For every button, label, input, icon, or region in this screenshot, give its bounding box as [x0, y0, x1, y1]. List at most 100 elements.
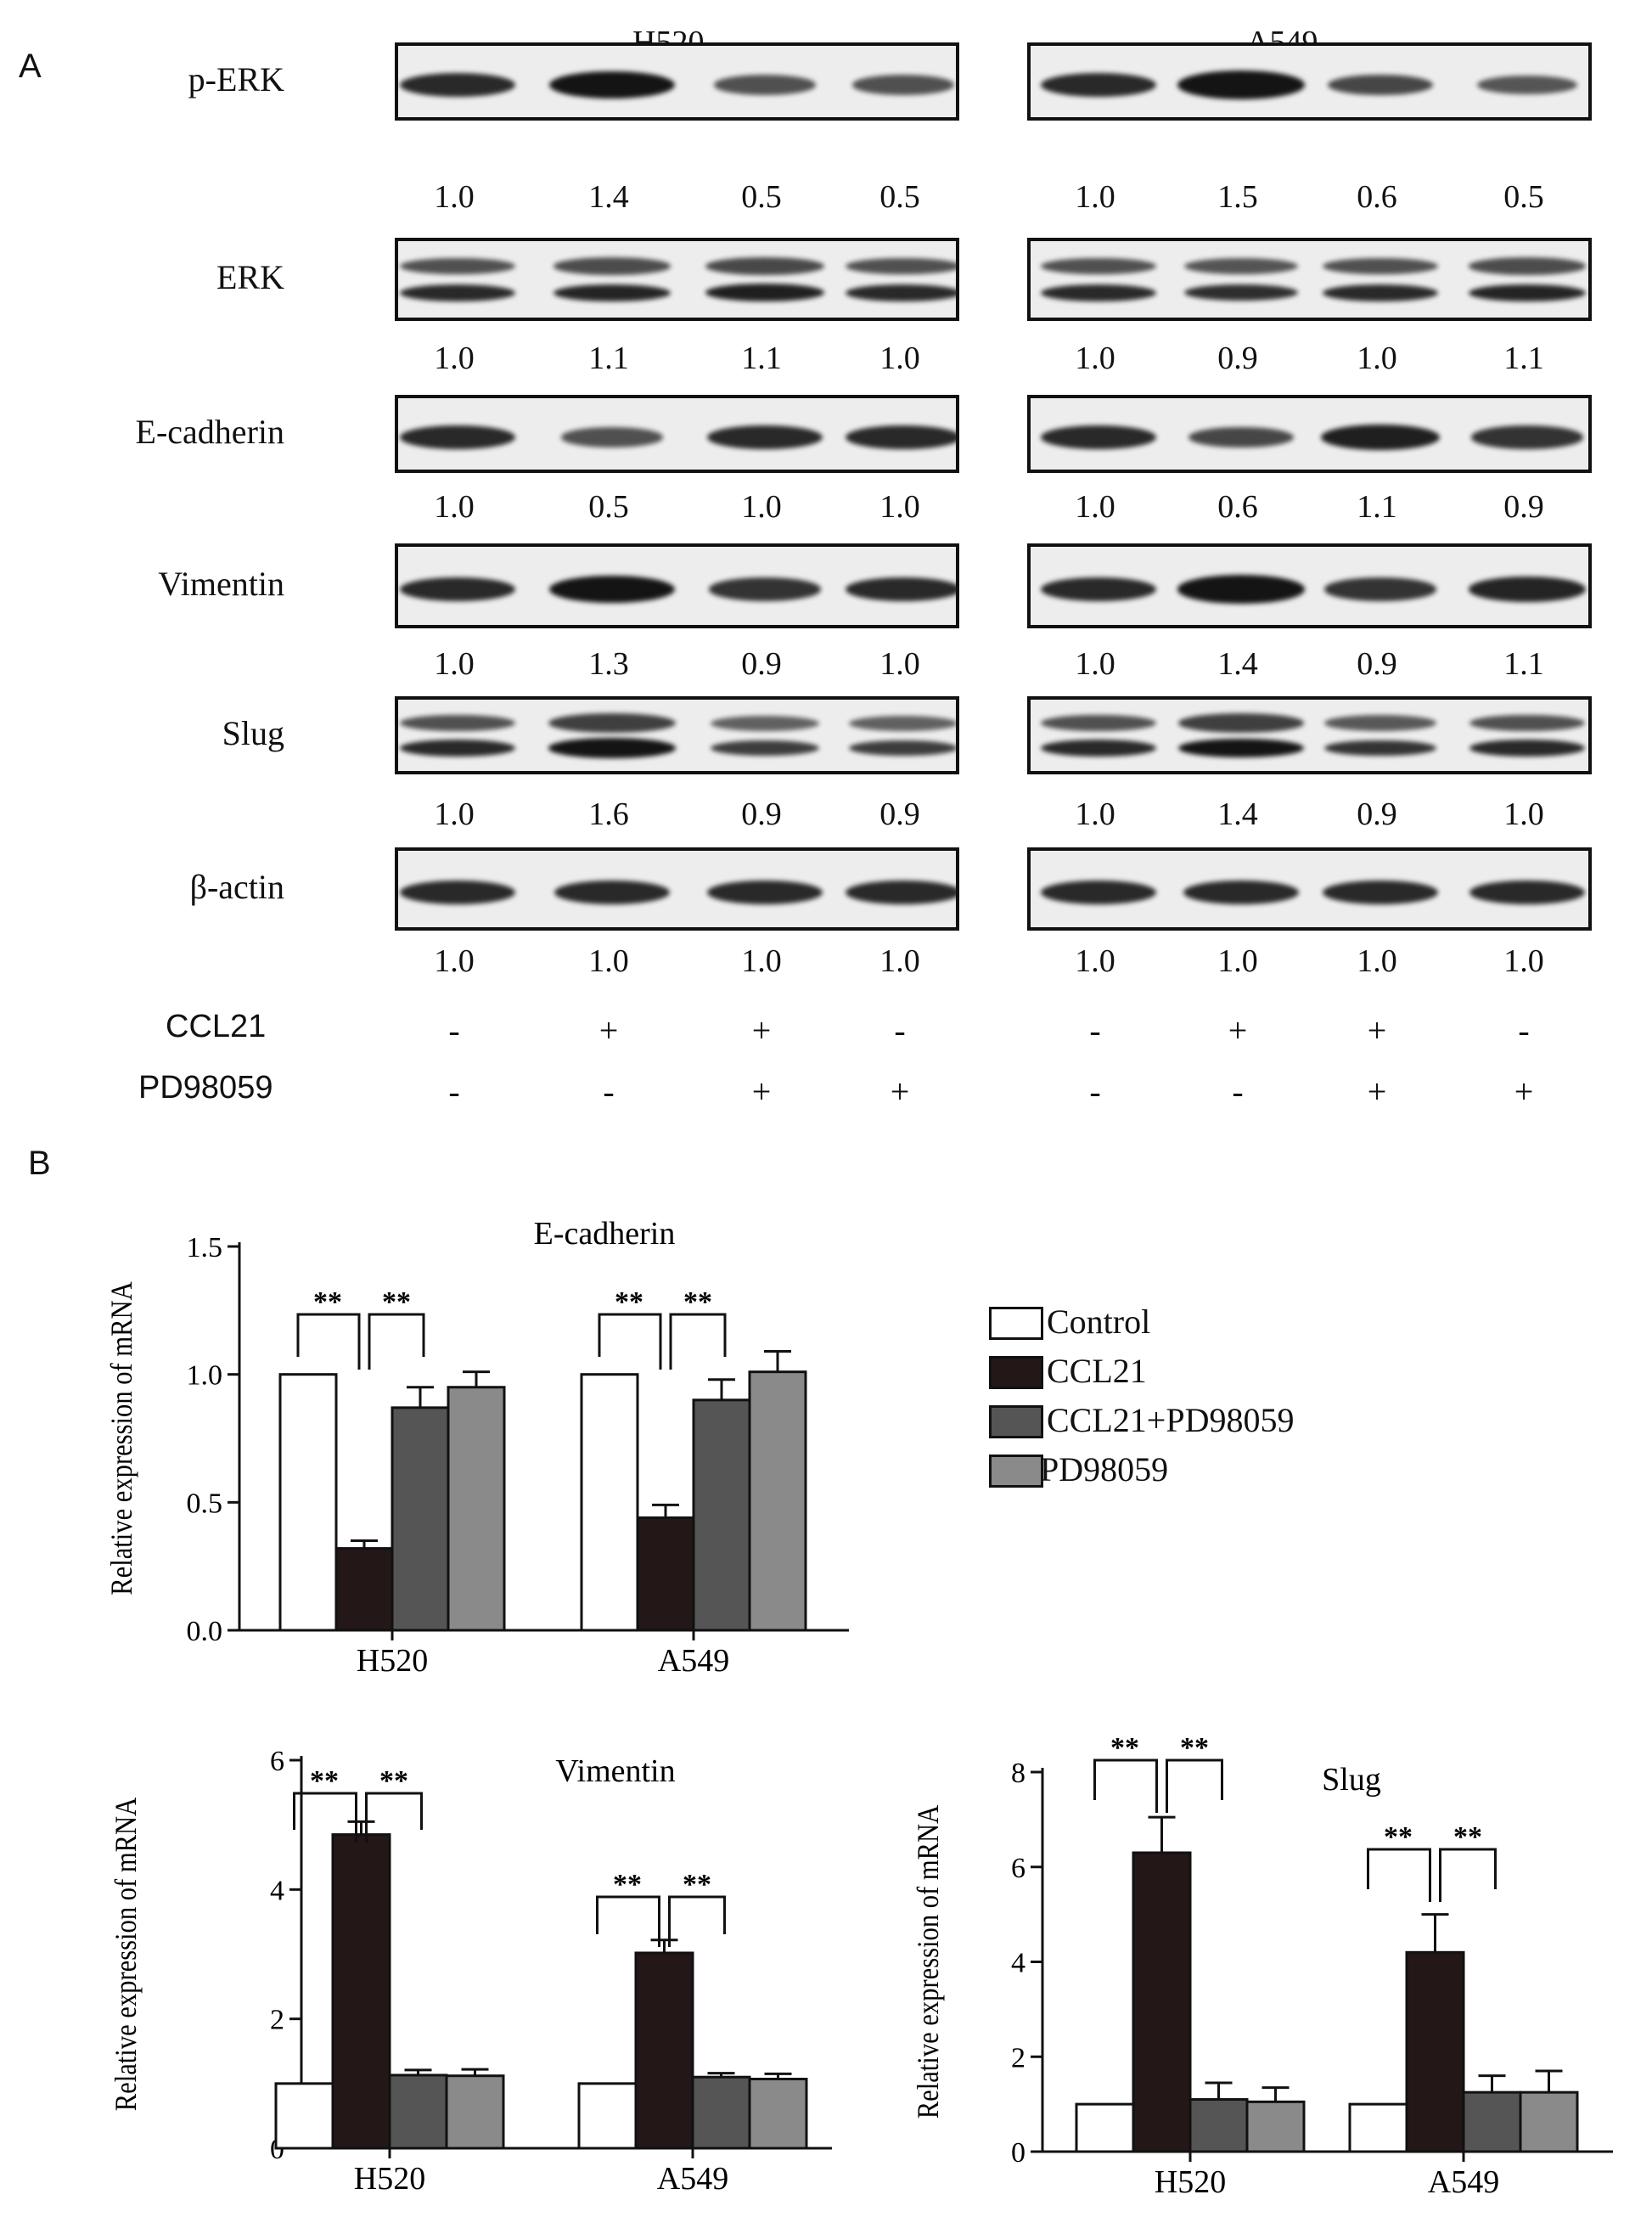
densitometry-value: 0.9: [879, 796, 920, 832]
legend-swatch-ccl21: [989, 1356, 1043, 1389]
protein-band: [1468, 284, 1587, 301]
y-axis-label: Relative expression of mRNA: [110, 1798, 143, 2111]
blot-strip-a549: [1027, 847, 1592, 931]
significance-bracket: [1093, 1758, 1158, 1813]
protein-band: [848, 740, 956, 757]
chart-legend: Control CCL21 CCL21+PD98059 PD98059: [989, 1303, 1464, 1507]
protein-band: [845, 425, 956, 450]
densitometry-value: 0.6: [1357, 179, 1397, 215]
protein-band: [708, 577, 822, 601]
bar-pd98059: [1245, 2100, 1306, 2153]
treatment-sign: -: [1089, 1072, 1101, 1111]
protein-band: [705, 257, 825, 275]
y-tick-label: 2: [270, 2005, 284, 2036]
densitometry-value: 1.0: [588, 943, 629, 979]
densitometry-value: 0.9: [741, 646, 782, 682]
protein-band: [1040, 72, 1157, 98]
protein-band: [1177, 738, 1305, 758]
densitometry-value: 1.0: [1503, 943, 1544, 979]
protein-band: [710, 715, 820, 731]
protein-band: [399, 284, 516, 301]
protein-band: [1469, 880, 1586, 905]
densitometry-value: 1.5: [1217, 179, 1258, 215]
significance-bracket: [669, 1313, 727, 1370]
significance-bracket: [598, 1313, 662, 1370]
protein-band: [1322, 880, 1439, 905]
chart-title: Vimentin: [555, 1753, 675, 1789]
x-tick-label: A549: [1428, 2164, 1499, 2200]
protein-band: [713, 75, 817, 95]
y-tick-label: 0.0: [187, 1616, 223, 1647]
significance-bracket: [1367, 1848, 1431, 1902]
treatment-sign: +: [1367, 1072, 1387, 1111]
protein-band: [1183, 257, 1299, 275]
protein-band: [399, 740, 516, 757]
densitometry-value: 1.0: [879, 943, 920, 979]
y-tick-label: 1.5: [187, 1232, 223, 1263]
significance-bracket: [296, 1313, 361, 1370]
protein-band: [705, 284, 825, 302]
blot-row-label: p-ERK: [188, 60, 284, 98]
bar-control: [577, 2082, 638, 2150]
bar-ccl21-pd98059: [692, 1398, 751, 1632]
protein-band: [399, 425, 516, 450]
densitometry-value: 1.4: [588, 179, 629, 215]
densitometry-value: 1.0: [434, 646, 475, 682]
protein-band: [851, 75, 955, 95]
treatment-sign: -: [603, 1072, 615, 1111]
bar-control: [1348, 2102, 1408, 2153]
protein-band: [845, 257, 956, 275]
panel-a-letter: A: [19, 48, 42, 85]
protein-band: [1323, 740, 1437, 757]
densitometry-value: 1.0: [879, 489, 920, 525]
bar-ccl21-pd98059: [1188, 2098, 1249, 2153]
blot-strip-a549: [1027, 42, 1592, 121]
blot-strip-a549: [1027, 543, 1592, 628]
protein-band: [399, 577, 516, 602]
protein-band: [845, 880, 956, 905]
blot-strip-a549: [1027, 395, 1592, 473]
protein-band: [845, 284, 956, 301]
protein-band: [548, 712, 676, 734]
densitometry-value: 1.0: [434, 943, 475, 979]
protein-band: [1323, 715, 1437, 732]
protein-band: [1469, 740, 1586, 757]
protein-band: [1323, 577, 1437, 601]
bar-control: [274, 2082, 334, 2150]
treatment-sign: +: [1514, 1072, 1534, 1111]
blot-strip-h520: [395, 543, 959, 628]
bar-ccl21: [636, 1516, 695, 1632]
bar-ccl21: [334, 1547, 394, 1632]
bar-ccl21: [634, 1951, 694, 2150]
protein-band: [1322, 284, 1439, 301]
treatment-sign: -: [1232, 1072, 1244, 1111]
significance-marker: **: [1180, 1732, 1209, 1764]
densitometry-value: 1.0: [1357, 340, 1397, 376]
treatment-sign: +: [890, 1072, 910, 1111]
protein-band: [399, 714, 516, 732]
densitometry-value: 0.9: [1503, 489, 1544, 525]
protein-band: [845, 577, 956, 602]
densitometry-value: 1.6: [588, 796, 629, 832]
protein-band: [706, 425, 823, 450]
y-tick-label: 6: [1011, 1853, 1025, 1884]
protein-band: [1322, 257, 1439, 275]
densitometry-value: 1.0: [879, 340, 920, 376]
protein-band: [548, 70, 676, 99]
y-tick-label: 0.5: [187, 1488, 223, 1519]
densitometry-value: 1.1: [588, 340, 629, 376]
significance-marker: **: [613, 1869, 642, 1900]
protein-band: [1470, 425, 1584, 449]
significance-bracket: [368, 1313, 425, 1370]
blot-strip-a549: [1027, 696, 1592, 774]
treatment-sign: +: [1367, 1011, 1387, 1049]
bar-control: [580, 1373, 639, 1632]
significance-marker: **: [382, 1286, 411, 1318]
protein-band: [710, 740, 820, 757]
significance-marker: **: [313, 1286, 342, 1318]
significance-marker: **: [615, 1286, 643, 1318]
protein-band: [1177, 575, 1305, 604]
treatment-sign: +: [751, 1072, 772, 1111]
densitometry-value: 1.0: [1075, 179, 1115, 215]
bar-ccl21: [331, 1833, 391, 2150]
